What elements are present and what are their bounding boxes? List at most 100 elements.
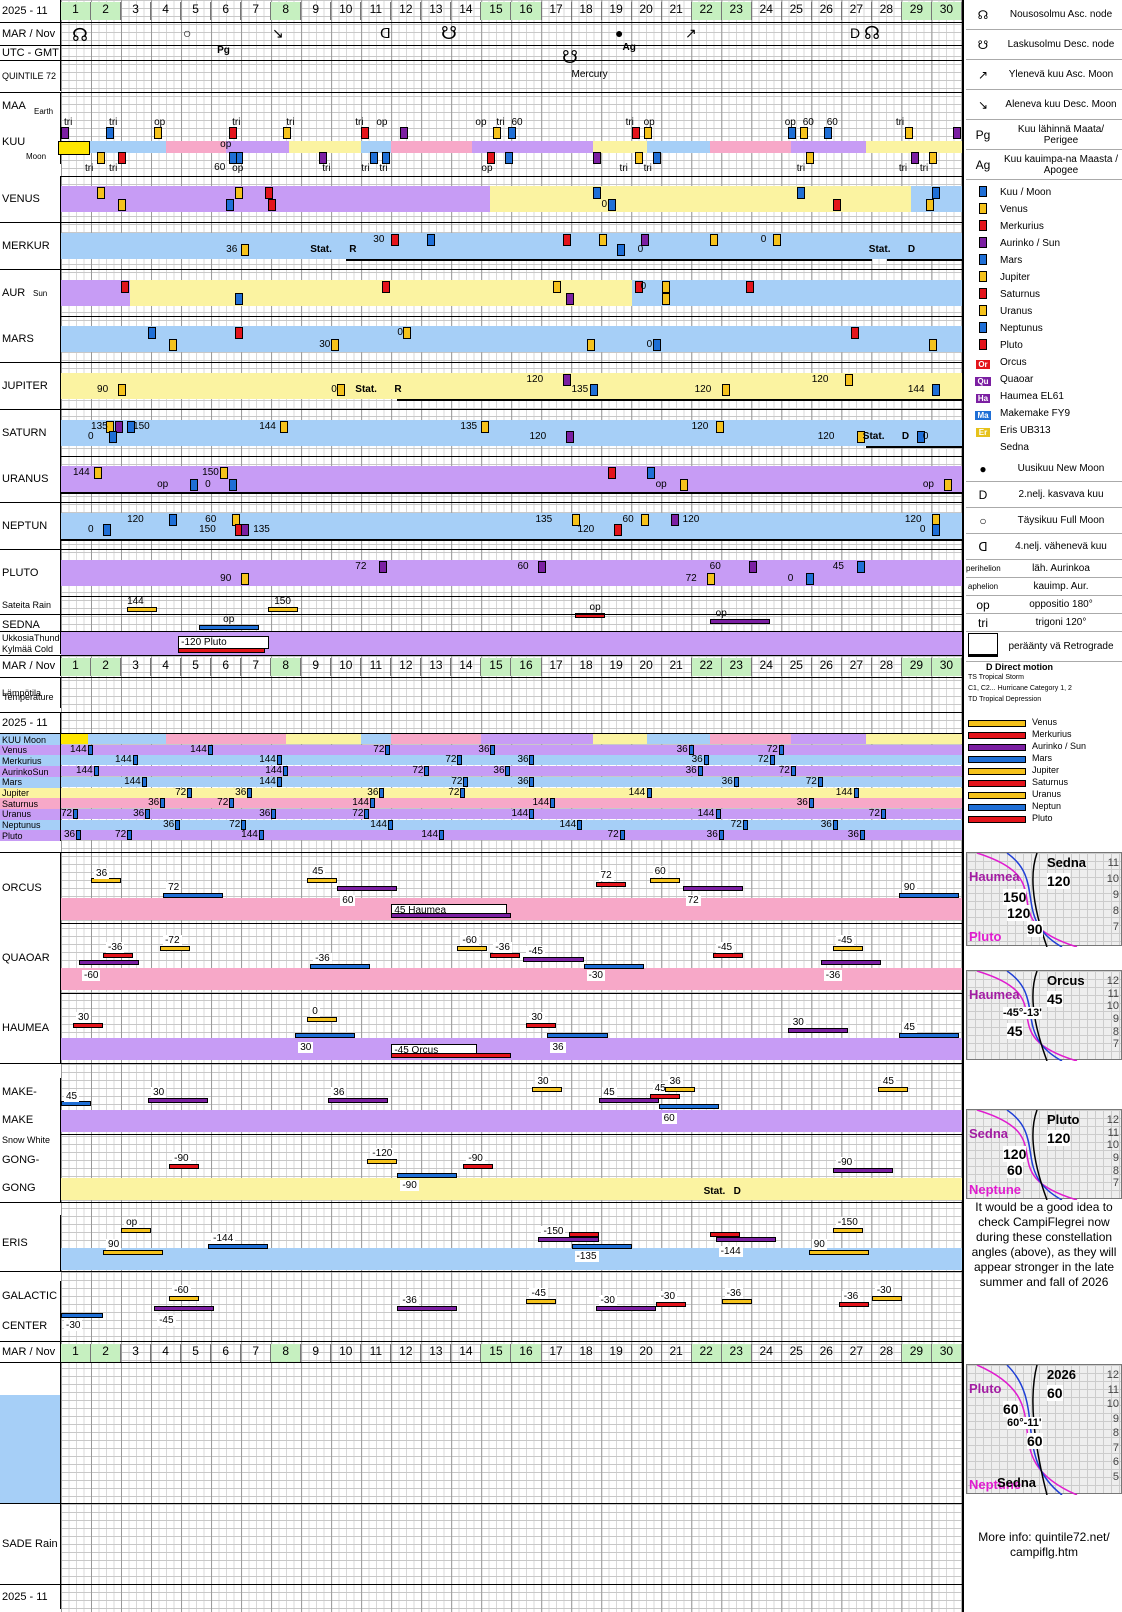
band-segment (61, 326, 962, 352)
aspect-label: tri (64, 117, 73, 128)
maa-label: MAA (0, 93, 61, 119)
aspect-value: 45 (652, 1083, 668, 1094)
aspect-label: 36 (259, 807, 271, 819)
mini-chart-label: Pluto (1047, 1112, 1080, 1127)
aspect-marker (634, 281, 643, 293)
day-cell: 4 (151, 2, 182, 20)
new-moon-icon: ● (615, 25, 624, 41)
planet-swatch-icon (966, 287, 1000, 302)
legend-item: ↗ Ylenevä kuu Asc. Moon (966, 60, 1122, 90)
band-segment (226, 141, 290, 153)
planet-swatch-icon (966, 321, 1000, 336)
aspect-value: 30 (790, 1017, 806, 1028)
mini-chart-label: Pluto (969, 929, 1002, 944)
mini-chart-tick: 9 (1112, 889, 1119, 901)
aspect-label: tri (109, 117, 118, 128)
bar-legend-item: Merkurius (968, 729, 1118, 741)
aspect-label: 36 (847, 829, 859, 841)
aspect-bar (61, 1313, 104, 1318)
band-segment (61, 513, 962, 539)
aspect-marker (715, 421, 724, 433)
day-cell: 12 (391, 1344, 422, 1362)
planet-swatch-icon (966, 236, 1000, 251)
day-cell: 13 (421, 658, 452, 676)
aspect-label: 72 (730, 818, 742, 830)
aspect-bar (649, 1094, 680, 1099)
row-divider (0, 92, 962, 93)
aspect-marker (208, 744, 214, 755)
legend-text: Kuu lähinnä Maata/ Perigee (1017, 123, 1105, 146)
moon-legend-item: ● Uusikuu New Moon (966, 456, 1122, 482)
aspect-label: 36 (226, 244, 238, 255)
mini-chart-tick: 9 (1112, 1412, 1119, 1425)
aspect-bar (649, 878, 680, 883)
sade-label: SADE Rain (0, 1504, 61, 1584)
moon-legend-item: op oppositio 180° (966, 596, 1122, 614)
aspect-marker (226, 199, 235, 211)
half-moon-icon: ᗡ (380, 25, 391, 41)
legend-item: ↘ Aleneva kuu Desc. Moon (966, 90, 1122, 120)
title-label: 2025 - 11 (0, 0, 61, 22)
planet-swatch-icon (966, 202, 1000, 217)
aspect-label: 0 (397, 327, 403, 338)
moon-legend-item: peräänty vä Retrograde (966, 632, 1122, 662)
aspect-value: -60 (460, 935, 479, 946)
aspect-label: 72 (766, 743, 778, 755)
row-divider (0, 923, 962, 924)
band-segment (646, 734, 710, 744)
retrograde-box-icon (968, 633, 998, 657)
band-segment (646, 141, 710, 153)
tag-legend-item: Qu Quaoar (966, 371, 1122, 388)
mini-chart: Sedna Haumea Pluto 120 150 120 90 11 10 9 8 7 (966, 852, 1122, 947)
planet-name: Merkurius (1000, 221, 1044, 232)
aspect-marker (706, 573, 715, 585)
aspect-label: 90 (220, 573, 232, 584)
aspect-bar (457, 946, 488, 951)
day-cell: 30 (931, 2, 962, 20)
retro-line (397, 399, 962, 401)
body-tag-icon (966, 441, 1000, 455)
aspect-bar (310, 964, 371, 969)
band-segment (61, 819, 962, 830)
aspect-label: 144 (559, 818, 577, 830)
mini-chart-curve (976, 853, 1078, 947)
aspect-row-label: Mars (0, 776, 61, 788)
aspect-value: 45 (880, 1076, 896, 1087)
aspect-marker (832, 819, 838, 830)
aspect-marker (493, 127, 502, 139)
aspect-value: -36 (400, 1295, 419, 1306)
aspect-marker (634, 152, 643, 164)
tag-legend-item: Er Eris UB313 (966, 422, 1122, 439)
aspect-label: 120 (127, 514, 144, 525)
aspect-marker (229, 152, 238, 164)
aspect-marker (241, 573, 250, 585)
mini-chart-tick: 7 (1112, 921, 1119, 933)
direct-motion-label: D Direct motion (986, 662, 1054, 672)
aspect-label: 150 (274, 596, 291, 607)
aspect-marker (106, 127, 115, 139)
band-segment (61, 1178, 962, 1200)
mini-chart-curve (976, 1365, 1078, 1495)
aspect-bar (154, 1306, 215, 1311)
retro-line (61, 492, 962, 494)
legend-text: Aleneva kuu Desc. Moon (1005, 99, 1117, 110)
day-cell: 11 (361, 658, 392, 676)
day-cell: 8 (271, 658, 302, 676)
aspect-label: 144 (127, 596, 144, 607)
mini-chart-value: -45°-13' (1003, 1007, 1042, 1019)
day-cell: 22 (691, 658, 722, 676)
aspect-label: op (643, 117, 655, 128)
day-cell: 6 (211, 1344, 242, 1362)
aspect-marker (553, 281, 562, 293)
moon-yellow (58, 141, 90, 155)
aspect-label: 72 (607, 829, 619, 841)
aspect-bar (595, 1306, 656, 1311)
band-segment (61, 787, 962, 798)
aspect-marker (115, 421, 124, 433)
aspect-marker (142, 776, 148, 787)
row-divider (0, 45, 962, 46)
aspect-label: op (655, 479, 667, 490)
day-cell: 15 (481, 1344, 512, 1362)
aspect-label: 60 (622, 514, 634, 525)
day-cell: 7 (241, 1344, 272, 1362)
